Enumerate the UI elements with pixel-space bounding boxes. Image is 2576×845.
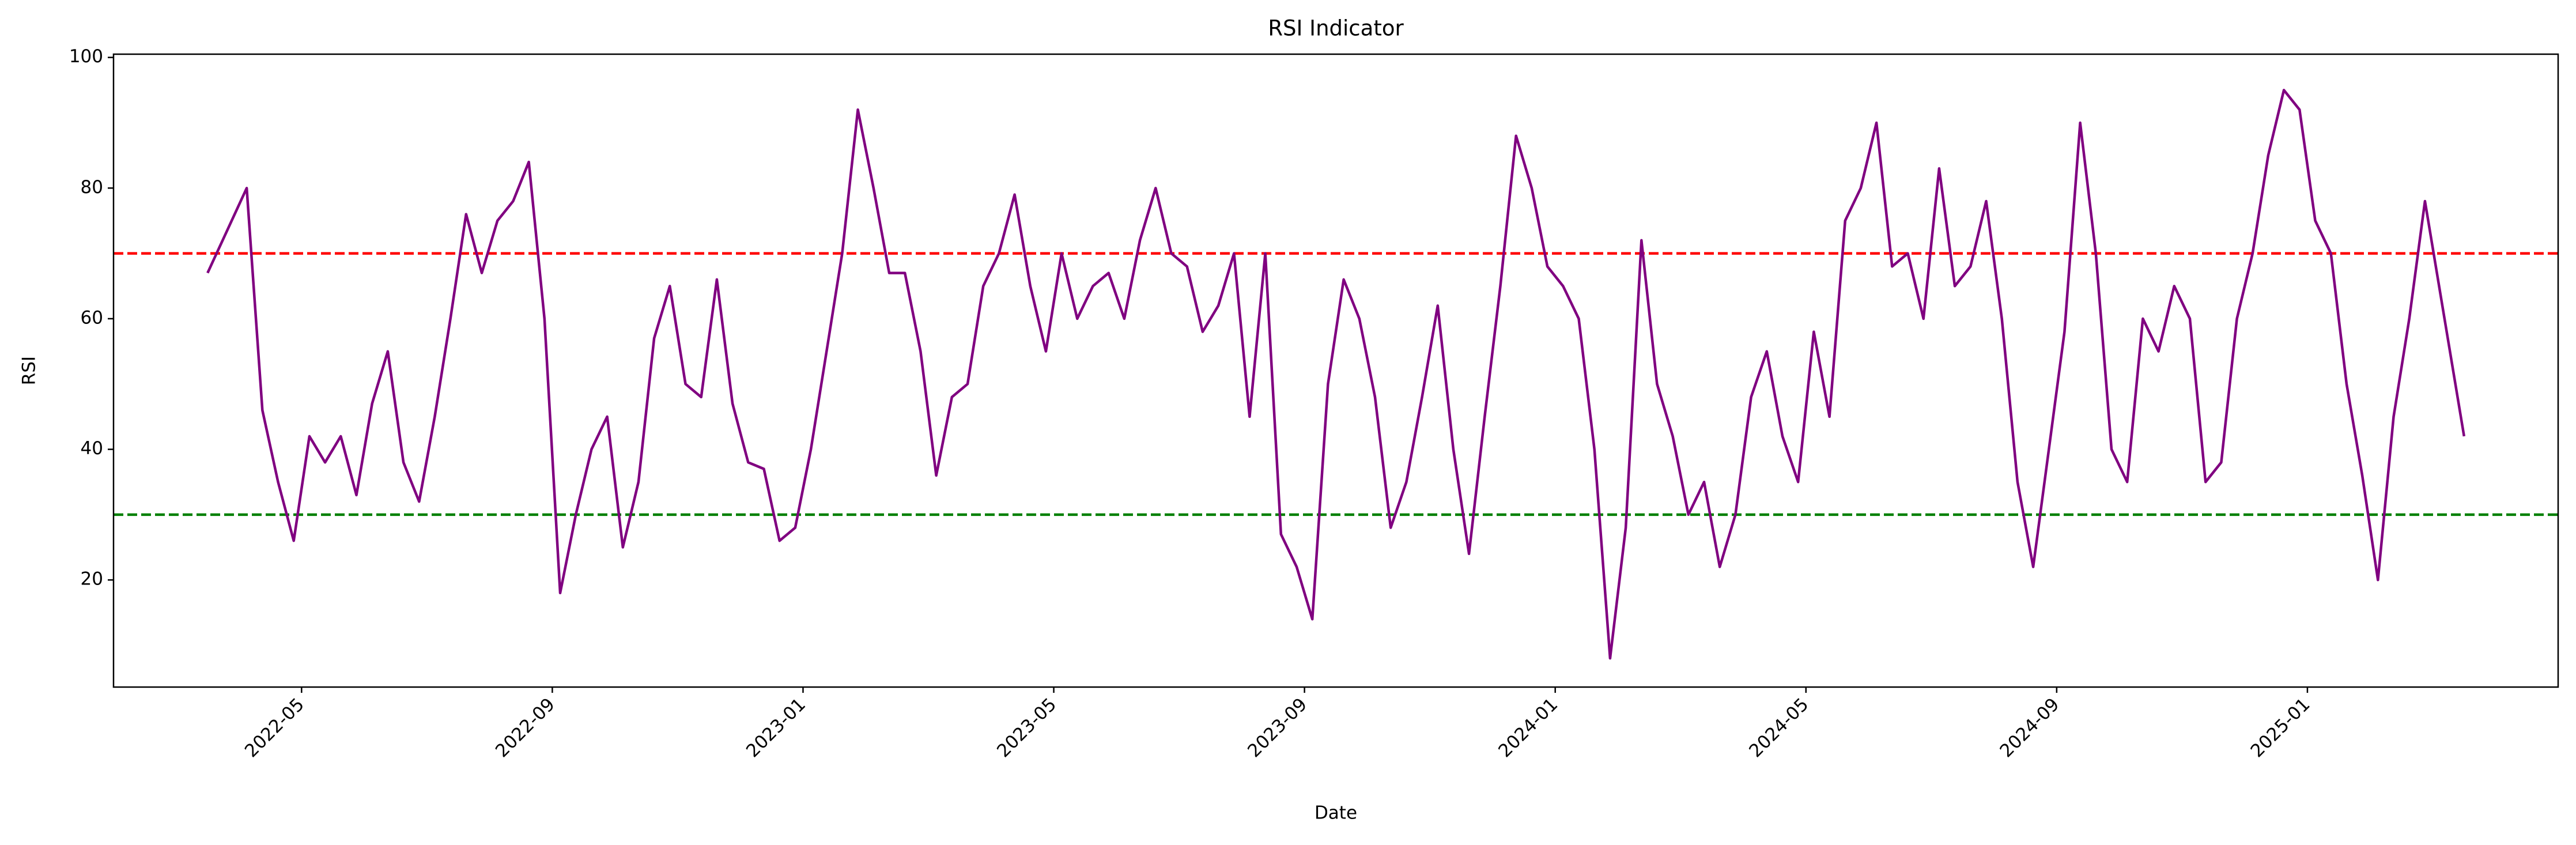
y-tick-label: 80 bbox=[81, 177, 103, 198]
plot-frame bbox=[112, 53, 2559, 688]
y-axis-label: RSI bbox=[19, 356, 40, 385]
chart-title: RSI Indicator bbox=[1268, 16, 1404, 41]
y-tick-label: 60 bbox=[81, 307, 103, 328]
rsi-line bbox=[206, 89, 2466, 660]
x-axis-label: Date bbox=[1315, 803, 1357, 824]
y-tick-label: 40 bbox=[81, 438, 103, 459]
y-tick-label: 100 bbox=[69, 46, 103, 67]
y-tick-label: 20 bbox=[81, 569, 103, 590]
